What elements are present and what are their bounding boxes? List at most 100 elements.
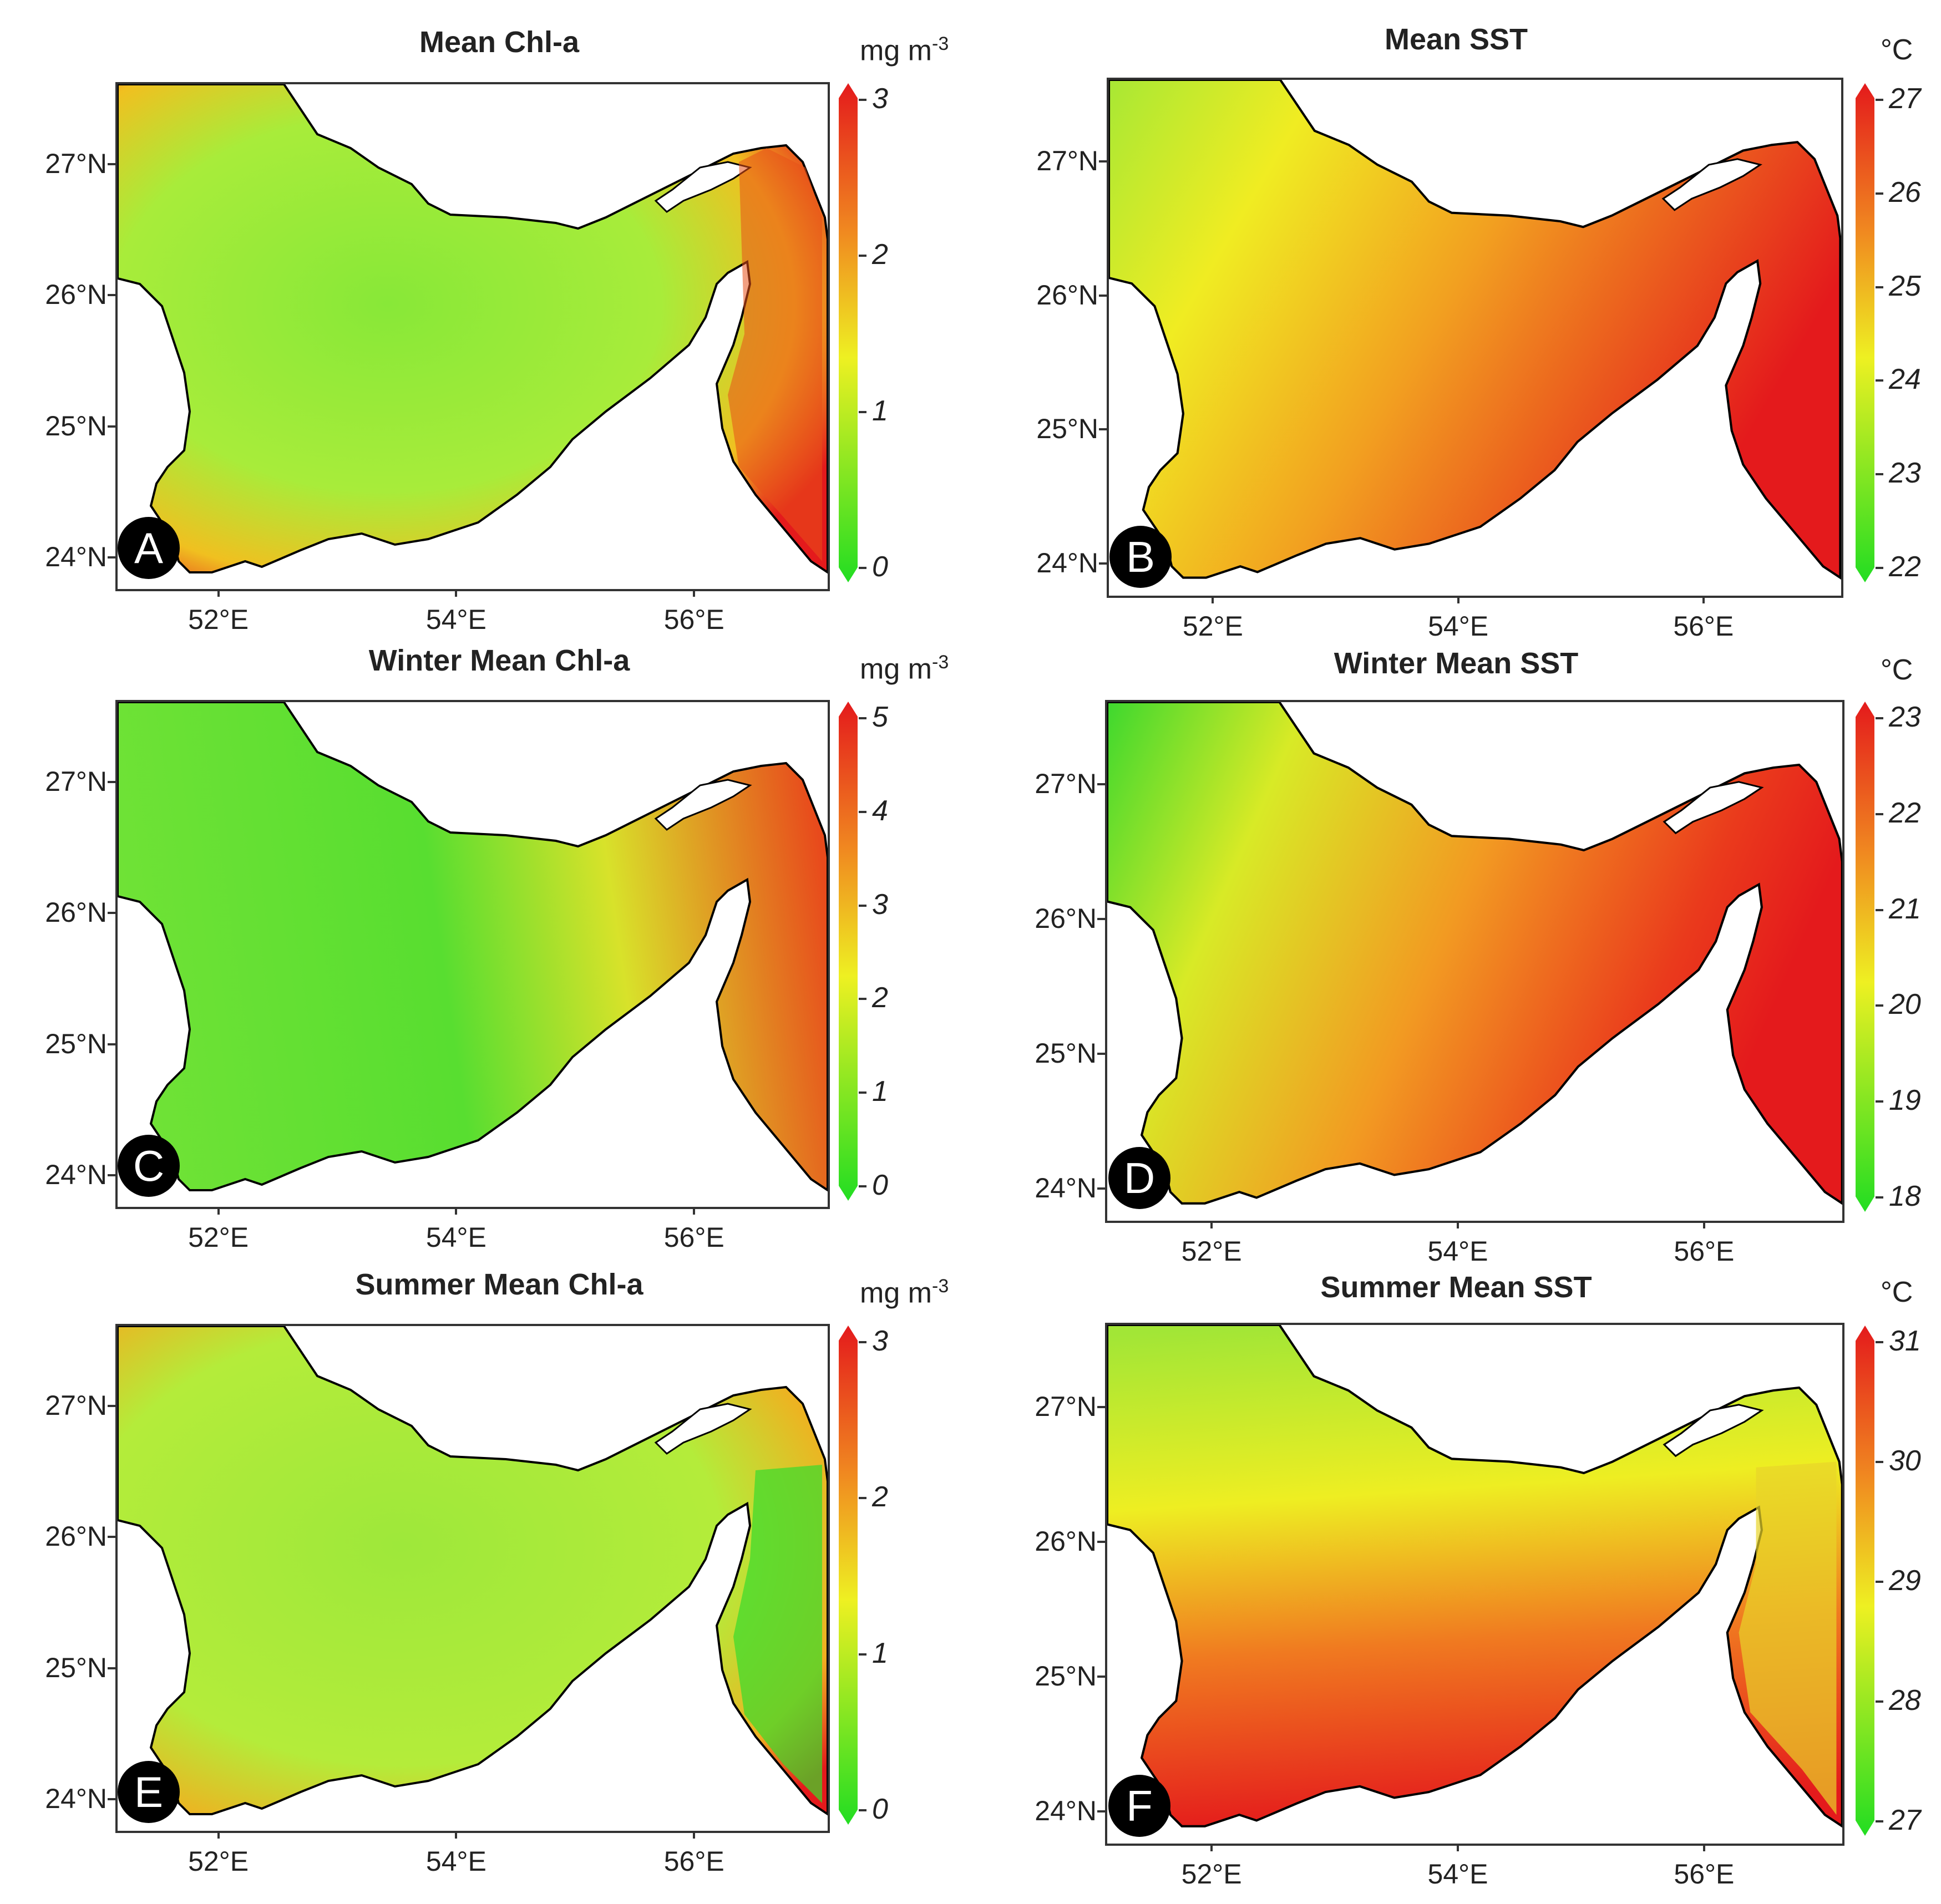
lon-tick (1702, 1844, 1705, 1851)
colorbar-tick-label: 3 (872, 1325, 888, 1357)
colorbar-tick-label: 29 (1889, 1565, 1921, 1597)
panel-title: Summer Mean SST (1320, 1271, 1592, 1304)
lon-label: 54°E (1427, 1859, 1488, 1890)
colorbar-tick-label: 18 (1889, 1180, 1921, 1212)
lon-tick (1210, 1844, 1213, 1851)
colorbar-tick (859, 567, 866, 569)
colorbar-tick-label: 27 (1889, 83, 1921, 115)
colorbar-tick-label: 23 (1889, 457, 1921, 490)
lon-tick (1457, 596, 1459, 603)
lat-tick (108, 294, 115, 297)
colorbar-tick (1876, 1196, 1883, 1199)
colorbar-tick-label: 19 (1889, 1084, 1921, 1117)
colorbar-unit-exponent: -3 (932, 33, 949, 54)
colorbar-tick-label: 23 (1889, 701, 1921, 733)
panel-title: Winter Mean Chl-a (368, 644, 630, 677)
colorbar-tick-label: 2 (872, 1481, 888, 1514)
colorbar-tick-label: 3 (872, 888, 888, 921)
colorbar-tick-label: 20 (1889, 988, 1921, 1021)
colorbar-unit-exponent: -3 (932, 1276, 949, 1297)
colorbar-tick (859, 1185, 866, 1187)
lon-tick (455, 1207, 458, 1215)
colorbar-tick (1876, 1341, 1883, 1343)
colorbar-tick-label: 2 (872, 982, 888, 1014)
colorbar (839, 1326, 858, 1825)
colorbar (1856, 83, 1874, 582)
lat-label: 25°N (45, 1028, 107, 1059)
lat-tick (1097, 1675, 1105, 1678)
lat-tick (1097, 1187, 1105, 1190)
lat-tick (108, 1174, 115, 1177)
colorbar-tick (1876, 908, 1883, 911)
colorbar-tick (859, 410, 866, 413)
colorbar-tick-label: 5 (872, 701, 888, 733)
colorbar-tick-label: 30 (1889, 1445, 1921, 1477)
lon-label: 52°E (1181, 1236, 1242, 1267)
lat-label: 26°N (45, 279, 107, 311)
lat-label: 27°N (1035, 768, 1097, 799)
panel-title: Mean Chl-a (419, 26, 580, 59)
chl-map (118, 1326, 828, 1815)
lon-tick (693, 1831, 696, 1839)
colorbar-tick-label: 21 (1889, 892, 1921, 925)
lon-label: 54°E (1428, 611, 1489, 642)
colorbar-tick (1876, 192, 1883, 195)
colorbar-tick (859, 904, 866, 907)
colorbar-tick (859, 998, 866, 1001)
lat-label: 24°N (1036, 547, 1098, 579)
colorbar-tick (1876, 567, 1883, 569)
map-frame (1105, 1323, 1844, 1846)
colorbar-unit: mg m-3 (860, 1276, 949, 1309)
lat-label: 27°N (45, 148, 107, 179)
lon-label: 52°E (188, 604, 249, 635)
lon-tick (217, 589, 220, 597)
colorbar (839, 83, 858, 582)
panel-label-badge: A (118, 517, 180, 579)
colorbar (839, 702, 858, 1201)
colorbar-tick (859, 717, 866, 719)
panel-label-badge: C (118, 1135, 180, 1197)
colorbar-unit: °C (1881, 34, 1913, 66)
panel-title: Summer Mean Chl-a (355, 1268, 643, 1301)
colorbar-tick (1876, 1461, 1883, 1463)
map-frame (1107, 78, 1843, 598)
panel-title: Winter Mean SST (1334, 647, 1579, 680)
chl-map (118, 84, 828, 573)
colorbar-tick-label: 26 (1889, 176, 1921, 209)
colorbar-unit: °C (1881, 1276, 1913, 1308)
lat-tick (108, 425, 115, 428)
lat-label: 27°N (1036, 145, 1098, 176)
colorbar-tick (1876, 717, 1883, 719)
lat-label: 27°N (45, 765, 107, 797)
panel-label-badge: B (1109, 526, 1172, 588)
lon-tick (217, 1207, 220, 1215)
lat-label: 26°N (45, 897, 107, 928)
sst-map (1107, 1325, 1842, 1844)
lat-label: 27°N (45, 1389, 107, 1421)
lat-tick (1097, 1810, 1105, 1812)
colorbar-tick (859, 255, 866, 257)
panel-label-badge: D (1108, 1147, 1170, 1209)
sst-map (1107, 702, 1842, 1221)
lon-label: 54°E (425, 604, 486, 635)
lat-tick (1099, 562, 1107, 565)
colorbar-tick (1876, 99, 1883, 101)
colorbar-tick-label: 0 (872, 1169, 888, 1201)
lat-tick (108, 780, 115, 783)
chl-map (118, 702, 828, 1191)
lat-label: 26°N (45, 1521, 107, 1552)
colorbar-tick-label: 0 (872, 1793, 888, 1825)
lat-tick (108, 1536, 115, 1539)
lat-label: 25°N (45, 410, 107, 441)
lon-tick (455, 589, 458, 597)
colorbar-tick-label: 1 (872, 394, 888, 427)
lat-tick (108, 1667, 115, 1669)
colorbar (1856, 702, 1874, 1212)
lat-tick (108, 1043, 115, 1045)
lat-tick (1099, 294, 1107, 297)
sst-map (1109, 80, 1841, 596)
lon-label: 56°E (1674, 1236, 1735, 1267)
colorbar-tick (1876, 1820, 1883, 1822)
colorbar-tick (1876, 286, 1883, 288)
colorbar-tick-label: 1 (872, 1637, 888, 1669)
